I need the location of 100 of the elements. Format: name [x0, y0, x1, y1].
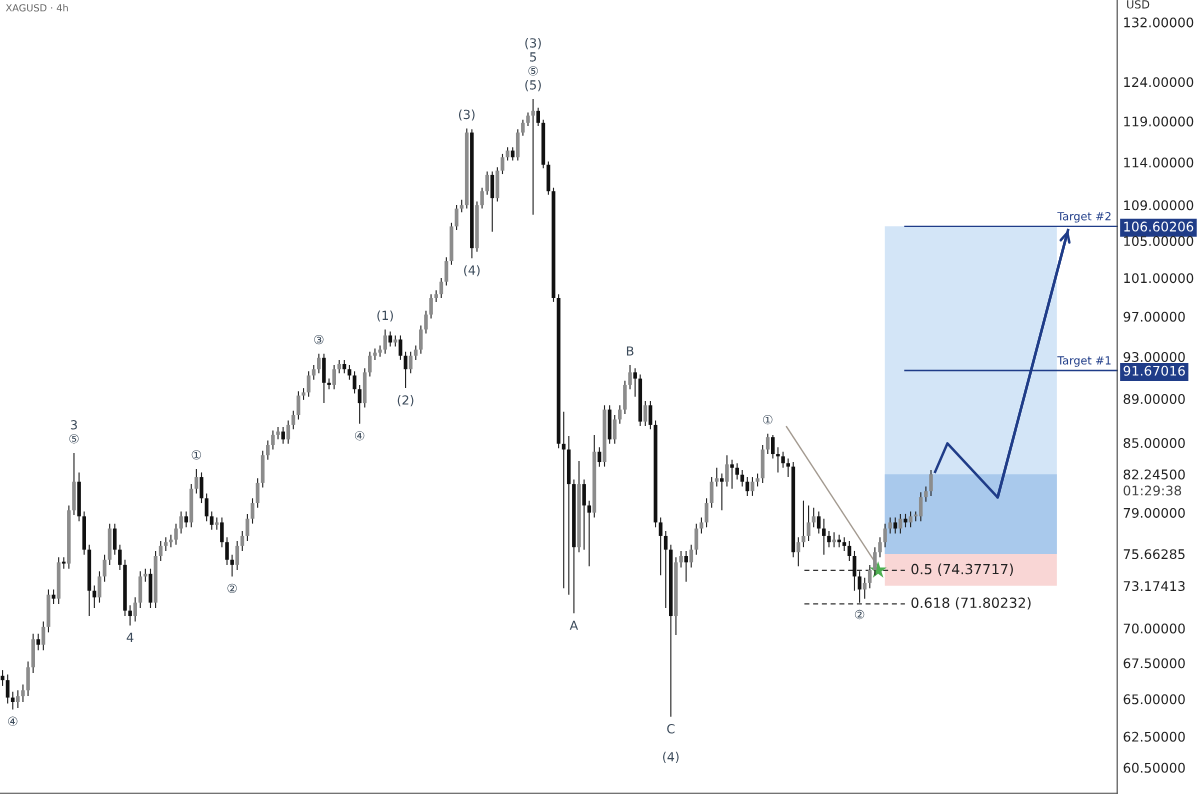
y-tick-label: 106.60206: [1124, 221, 1194, 232]
candlestick: [118, 544, 122, 571]
candlestick: [16, 689, 20, 709]
candlestick: [689, 544, 694, 568]
candlestick: [286, 419, 291, 445]
candlestick: [332, 364, 336, 390]
candlestick: [378, 345, 382, 358]
candlestick: [663, 530, 668, 609]
candlestick: [291, 410, 296, 430]
text: ①: [191, 450, 202, 460]
candlestick: [179, 510, 183, 535]
chart-title: XAGUSD · 4h: [5, 3, 68, 12]
y-tick-label: 132.00000: [1124, 17, 1194, 28]
candlestick: [918, 491, 923, 522]
y-tick-label: 109.00000: [1124, 200, 1194, 211]
candlestick: [317, 353, 321, 374]
candlestick: [21, 683, 25, 703]
candlestick: [878, 536, 882, 558]
candlestick: [383, 328, 387, 355]
y-tick-label: 82.24500: [1123, 469, 1185, 480]
y-tick-label: 60.50000: [1123, 762, 1185, 773]
candlestick: [786, 458, 790, 478]
candlestick: [679, 550, 683, 568]
y-axis-title: USD: [1127, 0, 1150, 9]
text: A: [569, 620, 579, 630]
y-tick-label: 101.00000: [1124, 273, 1194, 284]
text: ②: [854, 609, 865, 620]
text: 01:29:38: [1123, 485, 1182, 496]
candlestick: [776, 446, 780, 473]
text: C (4): [663, 724, 679, 763]
candlestick: [271, 429, 275, 451]
candlestick: [771, 434, 775, 460]
candlestick: [373, 348, 377, 361]
y-tick-label: 89.00000: [1123, 394, 1185, 404]
candlestick: [587, 500, 592, 567]
candlestick: [368, 351, 372, 378]
candlestick: [536, 107, 541, 127]
text: ②: [227, 583, 237, 594]
candlestick: [209, 510, 214, 531]
candlestick: [827, 530, 831, 548]
ref-line-label: Target #2: [1057, 211, 1111, 223]
ref-line-label: 0.5 (74.37717): [911, 563, 1013, 576]
y-tick-label: 67.50000: [1123, 658, 1185, 669]
text: 4: [126, 632, 134, 642]
text: ④: [354, 431, 365, 441]
candlestick: [230, 554, 234, 577]
candlestick: [582, 478, 586, 551]
candlestick: [867, 564, 872, 589]
candlestick: [628, 364, 632, 390]
text: 3 ⑤: [69, 420, 79, 444]
candlestick: [265, 439, 270, 461]
candlestick: [235, 540, 240, 571]
candlestick: [424, 310, 428, 335]
y-tick-label: 85.00000: [1123, 437, 1185, 448]
candlestick: [240, 530, 245, 552]
candlestick: [725, 454, 729, 487]
candlestick: [924, 485, 928, 503]
text: B: [626, 346, 634, 356]
candlestick: [720, 473, 724, 511]
ref-line-label: Target #1: [1057, 356, 1111, 367]
text: ①: [763, 415, 773, 425]
candlestick: [735, 462, 739, 480]
candlestick: [281, 426, 285, 445]
candlestick: [643, 400, 648, 427]
y-tick-label: 124.00000: [1124, 77, 1194, 88]
candlestick: [158, 540, 163, 562]
candlestick: [490, 170, 495, 233]
candlestick: [811, 507, 816, 528]
candlestick: [26, 661, 30, 697]
y-tick-label: 93.00000: [1123, 352, 1185, 362]
candlestick: [617, 404, 622, 425]
candlestick: [781, 451, 785, 469]
candlestick: [225, 536, 229, 566]
candlestick: [714, 467, 719, 487]
candlestick: [862, 577, 867, 600]
y-tick-label: 73.17413: [1123, 581, 1185, 592]
candlestick: [633, 367, 637, 398]
text: (3): [459, 109, 475, 121]
y-tick-label: 114.00000: [1124, 157, 1194, 168]
candlestick: [816, 510, 821, 535]
candlestick: [276, 426, 280, 440]
candlestick: [765, 433, 770, 455]
candlestick: [174, 523, 178, 546]
candlestick: [883, 523, 887, 548]
candlestick: [128, 604, 132, 627]
candlestick: [561, 411, 566, 589]
candlestick: [531, 98, 535, 216]
candlestick: [419, 324, 423, 355]
y-tick-label: 91.67016: [1123, 365, 1185, 376]
text: ③: [314, 334, 324, 345]
candlestick: [429, 293, 433, 320]
candlestick: [822, 518, 826, 556]
candlestick: [730, 459, 734, 490]
candlestick: [684, 550, 688, 583]
y-tick-label: 97.00000: [1123, 311, 1185, 322]
candlestick: [133, 596, 138, 622]
candlestick: [439, 277, 444, 299]
candlestick: [480, 187, 484, 210]
text: (1): [377, 310, 393, 322]
text: (3) 5 ⑤ (5): [525, 38, 541, 92]
